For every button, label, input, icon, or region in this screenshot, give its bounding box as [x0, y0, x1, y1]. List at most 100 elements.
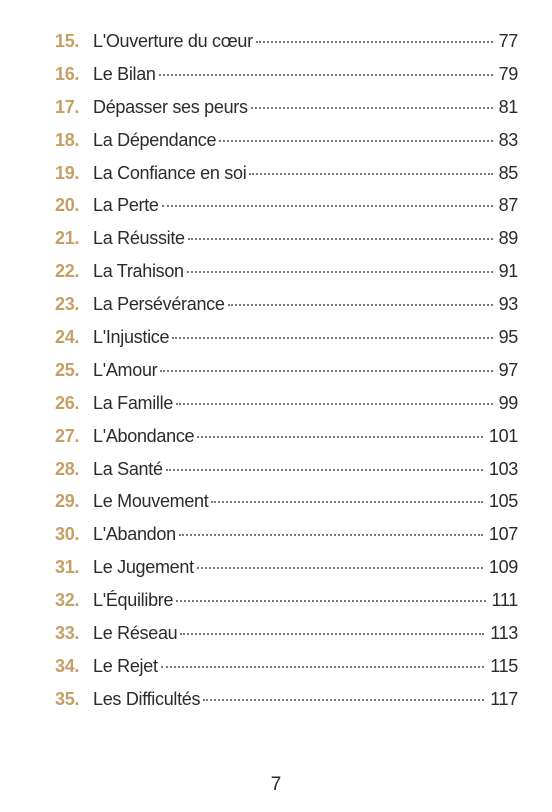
page-reference: 85	[498, 162, 519, 183]
chapter-title: La Réussite	[93, 228, 185, 249]
chapter-number: 27.	[55, 425, 80, 446]
dot-leader	[249, 172, 493, 175]
chapter-number: 32.	[55, 590, 80, 611]
page-reference: 99	[498, 392, 519, 413]
chapter-title: L'Injustice	[93, 327, 170, 348]
dot-leader	[187, 238, 493, 241]
chapter-title: La Confiance en soi	[93, 162, 247, 183]
chapter-title: L'Équilibre	[93, 590, 174, 611]
toc-entry: 26. La Famille 99	[55, 393, 518, 426]
chapter-title: La Persévérance	[93, 294, 225, 315]
dot-leader	[176, 402, 493, 405]
page-reference: 81	[498, 96, 519, 117]
chapter-number: 35.	[55, 688, 80, 709]
dot-leader	[203, 698, 485, 701]
page-reference: 77	[498, 31, 519, 51]
toc-entry: 30. L'Abandon 107	[55, 524, 518, 557]
chapter-number: 24.	[55, 327, 80, 348]
toc-entry: 19. La Confiance en soi 85	[55, 163, 518, 196]
chapter-number: 18.	[55, 129, 80, 150]
toc-entry: 28. La Santé 103	[55, 459, 518, 492]
chapter-title: L'Abondance	[93, 425, 195, 446]
chapter-title: Le Jugement	[93, 557, 194, 578]
toc-entry: 15. L'Ouverture du cœur 77	[55, 31, 518, 64]
toc-entry: 18. La Dépendance 83	[55, 130, 518, 163]
toc-entry: 32. L'Équilibre 111	[55, 590, 518, 623]
chapter-title: Le Bilan	[93, 63, 156, 84]
dot-leader	[227, 304, 493, 307]
toc-entry: 25. L'Amour 97	[55, 360, 518, 393]
page-reference: 111	[491, 590, 519, 611]
toc-entry: 21. La Réussite 89	[55, 228, 518, 261]
toc-entry: 33. Le Réseau 113	[55, 623, 518, 656]
chapter-title: Le Mouvement	[93, 491, 209, 512]
chapter-number: 16.	[55, 63, 80, 84]
page-reference: 109	[488, 557, 518, 578]
dot-leader	[196, 567, 483, 570]
page-reference: 83	[498, 129, 519, 150]
toc-entry: 29. Le Mouvement 105	[55, 491, 518, 524]
chapter-title: L'Abandon	[93, 524, 176, 545]
chapter-number: 19.	[55, 162, 80, 183]
page-reference: 103	[488, 458, 518, 479]
toc-entry: 35. Les Difficultés 117	[55, 689, 518, 722]
toc-entry: 31. Le Jugement 109	[55, 557, 518, 590]
page-reference: 113	[490, 623, 518, 644]
dot-leader	[160, 665, 485, 668]
chapter-title: L'Ouverture du cœur	[93, 31, 253, 51]
dot-leader	[219, 139, 493, 142]
chapter-title: Le Réseau	[93, 623, 178, 644]
page-reference: 117	[490, 688, 518, 709]
dot-leader	[158, 73, 493, 76]
page-reference: 115	[490, 655, 518, 676]
chapter-number: 34.	[55, 655, 80, 676]
dot-leader	[255, 41, 493, 43]
chapter-title: La Santé	[93, 458, 163, 479]
dot-leader	[172, 337, 493, 340]
chapter-title: La Trahison	[93, 261, 184, 282]
chapter-number: 30.	[55, 524, 80, 545]
page-number: 7	[270, 774, 282, 795]
chapter-number: 23.	[55, 294, 80, 315]
table-of-contents: 15. L'Ouverture du cœur 77 16. Le Bilan 79 17.…	[55, 31, 518, 722]
toc-entry: 17. Dépasser ses peurs 81	[55, 97, 518, 130]
page-reference: 107	[488, 524, 518, 545]
page-reference: 91	[498, 261, 519, 282]
chapter-number: 22.	[55, 261, 80, 282]
chapter-number: 28.	[55, 458, 80, 479]
page-reference: 89	[498, 228, 519, 249]
toc-entry: 24. L'Injustice 95	[55, 327, 518, 360]
page-reference: 105	[488, 491, 518, 512]
chapter-title: Les Difficultés	[93, 688, 201, 709]
chapter-number: 29.	[55, 491, 80, 512]
chapter-number: 17.	[55, 96, 80, 117]
page-reference: 97	[498, 359, 519, 380]
toc-entry: 23. La Persévérance 93	[55, 294, 518, 327]
page-reference: 93	[498, 294, 519, 315]
chapter-title: Le Rejet	[93, 655, 158, 676]
chapter-number: 20.	[55, 195, 80, 216]
chapter-number: 26.	[55, 392, 80, 413]
chapter-title: La Dépendance	[93, 129, 217, 150]
toc-entry: 20. La Perte 87	[55, 195, 518, 228]
chapter-number: 33.	[55, 623, 80, 644]
toc-entry: 27. L'Abondance 101	[55, 426, 518, 459]
chapter-number: 25.	[55, 359, 80, 380]
dot-leader	[160, 369, 493, 372]
chapter-title: L'Amour	[93, 359, 158, 380]
chapter-number: 31.	[55, 557, 80, 578]
dot-leader	[161, 205, 493, 208]
chapter-number: 15.	[55, 31, 80, 51]
toc-entry: 22. La Trahison 91	[55, 261, 518, 294]
toc-entry: 34. Le Rejet 115	[55, 656, 518, 689]
page-reference: 79	[498, 63, 519, 84]
page-reference: 87	[498, 195, 519, 216]
chapter-number: 21.	[55, 228, 80, 249]
dot-leader	[165, 468, 483, 471]
page-reference: 95	[498, 327, 519, 348]
dot-leader	[211, 501, 483, 504]
chapter-title: La Famille	[93, 392, 174, 413]
chapter-title: La Perte	[93, 195, 159, 216]
dot-leader	[250, 106, 493, 109]
